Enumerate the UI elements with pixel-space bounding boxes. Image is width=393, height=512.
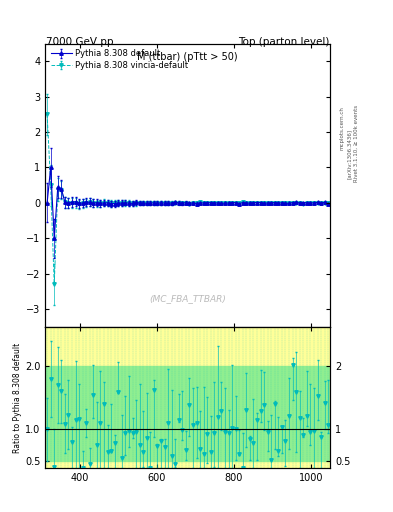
- Text: [arXiv:1306.3436]: [arXiv:1306.3436]: [347, 129, 352, 179]
- Text: 7000 GeV pp: 7000 GeV pp: [46, 37, 114, 47]
- Y-axis label: Ratio to Pythia 8.308 default: Ratio to Pythia 8.308 default: [13, 343, 22, 453]
- Legend: Pythia 8.308 default, Pythia 8.308 vincia-default: Pythia 8.308 default, Pythia 8.308 vinci…: [50, 48, 190, 72]
- Text: mcplots.cern.ch: mcplots.cern.ch: [340, 106, 345, 150]
- Text: (MC_FBA_TTBAR): (MC_FBA_TTBAR): [149, 294, 226, 303]
- Text: Top (parton level): Top (parton level): [238, 37, 329, 47]
- Bar: [45, 366, 330, 461]
- Text: M (ttbar) (pTtt > 50): M (ttbar) (pTtt > 50): [137, 52, 238, 62]
- Text: Rivet 3.1.10, ≥ 100k events: Rivet 3.1.10, ≥ 100k events: [354, 105, 359, 182]
